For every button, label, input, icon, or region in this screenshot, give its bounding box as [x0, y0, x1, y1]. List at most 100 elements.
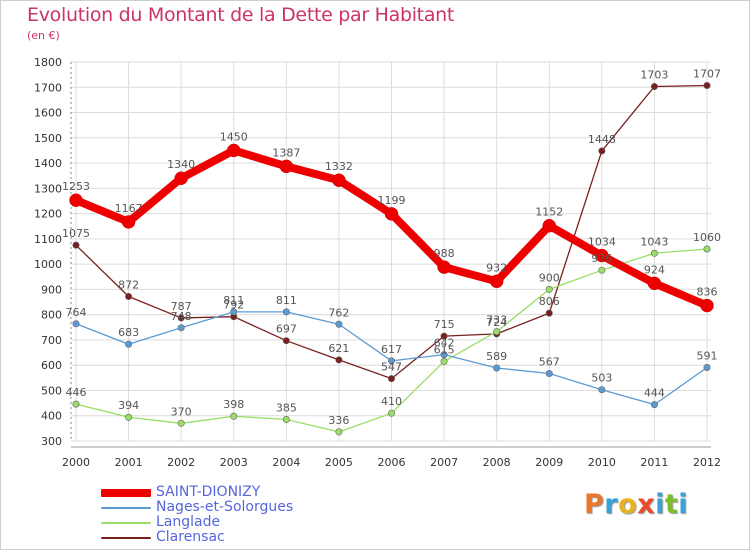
x-tick-label: 2003: [220, 456, 248, 469]
data-label: 1167: [115, 202, 143, 215]
data-label: 621: [328, 342, 349, 355]
data-point: [227, 143, 241, 158]
y-tick-label: 400: [41, 410, 62, 423]
data-label: 811: [223, 294, 244, 307]
data-point: [384, 207, 399, 221]
data-point: [230, 412, 238, 420]
data-point: [598, 147, 606, 155]
data-label: 762: [328, 306, 349, 319]
data-label: 724: [486, 316, 507, 329]
logo-letter: x: [637, 489, 656, 520]
y-tick-label: 1500: [34, 132, 62, 145]
data-point: [440, 332, 448, 340]
data-point: [387, 375, 395, 383]
data-label: 1387: [272, 146, 300, 159]
x-tick-label: 2004: [272, 456, 300, 469]
data-label: 1199: [378, 194, 406, 207]
data-point: [647, 276, 662, 291]
x-tick-label: 2002: [167, 456, 195, 469]
data-label: 872: [118, 278, 139, 291]
x-tick-label: 2006: [378, 456, 406, 469]
data-point: [493, 364, 501, 372]
data-point: [335, 356, 343, 364]
y-tick-label: 1200: [34, 208, 62, 221]
data-label: 792: [223, 299, 244, 312]
legend-label: Nages-et-Solorgues: [156, 499, 294, 515]
data-label: 444: [644, 387, 665, 400]
y-tick-label: 800: [41, 309, 62, 322]
data-point: [493, 328, 501, 336]
data-point: [177, 314, 185, 322]
data-label: 1448: [588, 133, 616, 146]
data-point: [230, 308, 238, 316]
data-point: [125, 340, 133, 348]
x-tick-label: 2000: [62, 456, 90, 469]
data-point: [335, 428, 343, 436]
data-label: 806: [539, 295, 560, 308]
data-point: [595, 248, 609, 263]
x-tick-label: 2011: [640, 456, 668, 469]
data-point: [440, 357, 448, 365]
data-label: 988: [434, 247, 455, 260]
data-point: [703, 81, 711, 89]
data-label: 1340: [167, 158, 195, 171]
chart-subtitle: (en €): [27, 29, 60, 42]
proxiti-logo: Proxiti: [584, 489, 688, 520]
data-label: 715: [434, 318, 455, 331]
data-label: 370: [171, 405, 192, 418]
data-point: [125, 292, 133, 300]
data-label: 336: [328, 414, 349, 427]
data-label: 617: [381, 343, 402, 356]
data-label: 1253: [62, 180, 90, 193]
x-tick-label: 2008: [483, 456, 511, 469]
y-tick-label: 1300: [34, 182, 62, 195]
data-point: [282, 337, 290, 345]
data-point: [545, 285, 553, 293]
data-point: [650, 83, 658, 91]
logo-letter: o: [618, 489, 638, 520]
data-label: 1450: [220, 130, 248, 143]
y-tick-label: 600: [41, 359, 62, 372]
y-tick-label: 1100: [34, 233, 62, 246]
data-point: [72, 241, 80, 249]
logo-letter: i: [678, 489, 689, 520]
data-label: 1075: [62, 227, 90, 240]
data-point: [335, 320, 343, 328]
data-label: 642: [434, 337, 455, 350]
legend-label: Langlade: [156, 514, 221, 530]
data-point: [69, 193, 83, 207]
legend-swatch: [101, 537, 151, 539]
data-point: [72, 320, 80, 328]
y-tick-label: 1600: [34, 107, 62, 120]
data-point: [489, 274, 504, 289]
data-label: 924: [644, 263, 665, 276]
y-tick-label: 1400: [34, 157, 62, 170]
legend-swatch: [101, 489, 151, 497]
data-label: 567: [539, 356, 560, 369]
data-point: [650, 249, 658, 257]
data-label: 733: [486, 314, 507, 327]
logo-letter: i: [655, 489, 665, 520]
data-label: 410: [381, 395, 402, 408]
data-label: 836: [697, 286, 718, 299]
data-label: 764: [66, 306, 87, 319]
data-point: [598, 386, 606, 394]
data-point: [279, 159, 294, 174]
x-tick-label: 2012: [693, 456, 721, 469]
legend-swatch: [101, 507, 151, 509]
x-tick-label: 2009: [535, 456, 563, 469]
x-tick-label: 2010: [588, 456, 616, 469]
data-point: [598, 266, 606, 274]
data-label: 589: [486, 350, 507, 363]
data-point: [177, 419, 185, 427]
data-point: [387, 409, 395, 417]
y-tick-label: 900: [41, 283, 62, 296]
data-label: 591: [697, 349, 718, 362]
data-point: [545, 309, 553, 317]
data-label: 394: [118, 399, 139, 412]
legend-swatch: [101, 522, 151, 524]
data-label: 900: [539, 271, 560, 284]
data-label: 547: [381, 361, 402, 374]
data-label: 503: [591, 372, 612, 385]
